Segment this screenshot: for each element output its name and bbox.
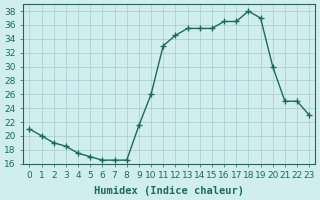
X-axis label: Humidex (Indice chaleur): Humidex (Indice chaleur) xyxy=(94,186,244,196)
